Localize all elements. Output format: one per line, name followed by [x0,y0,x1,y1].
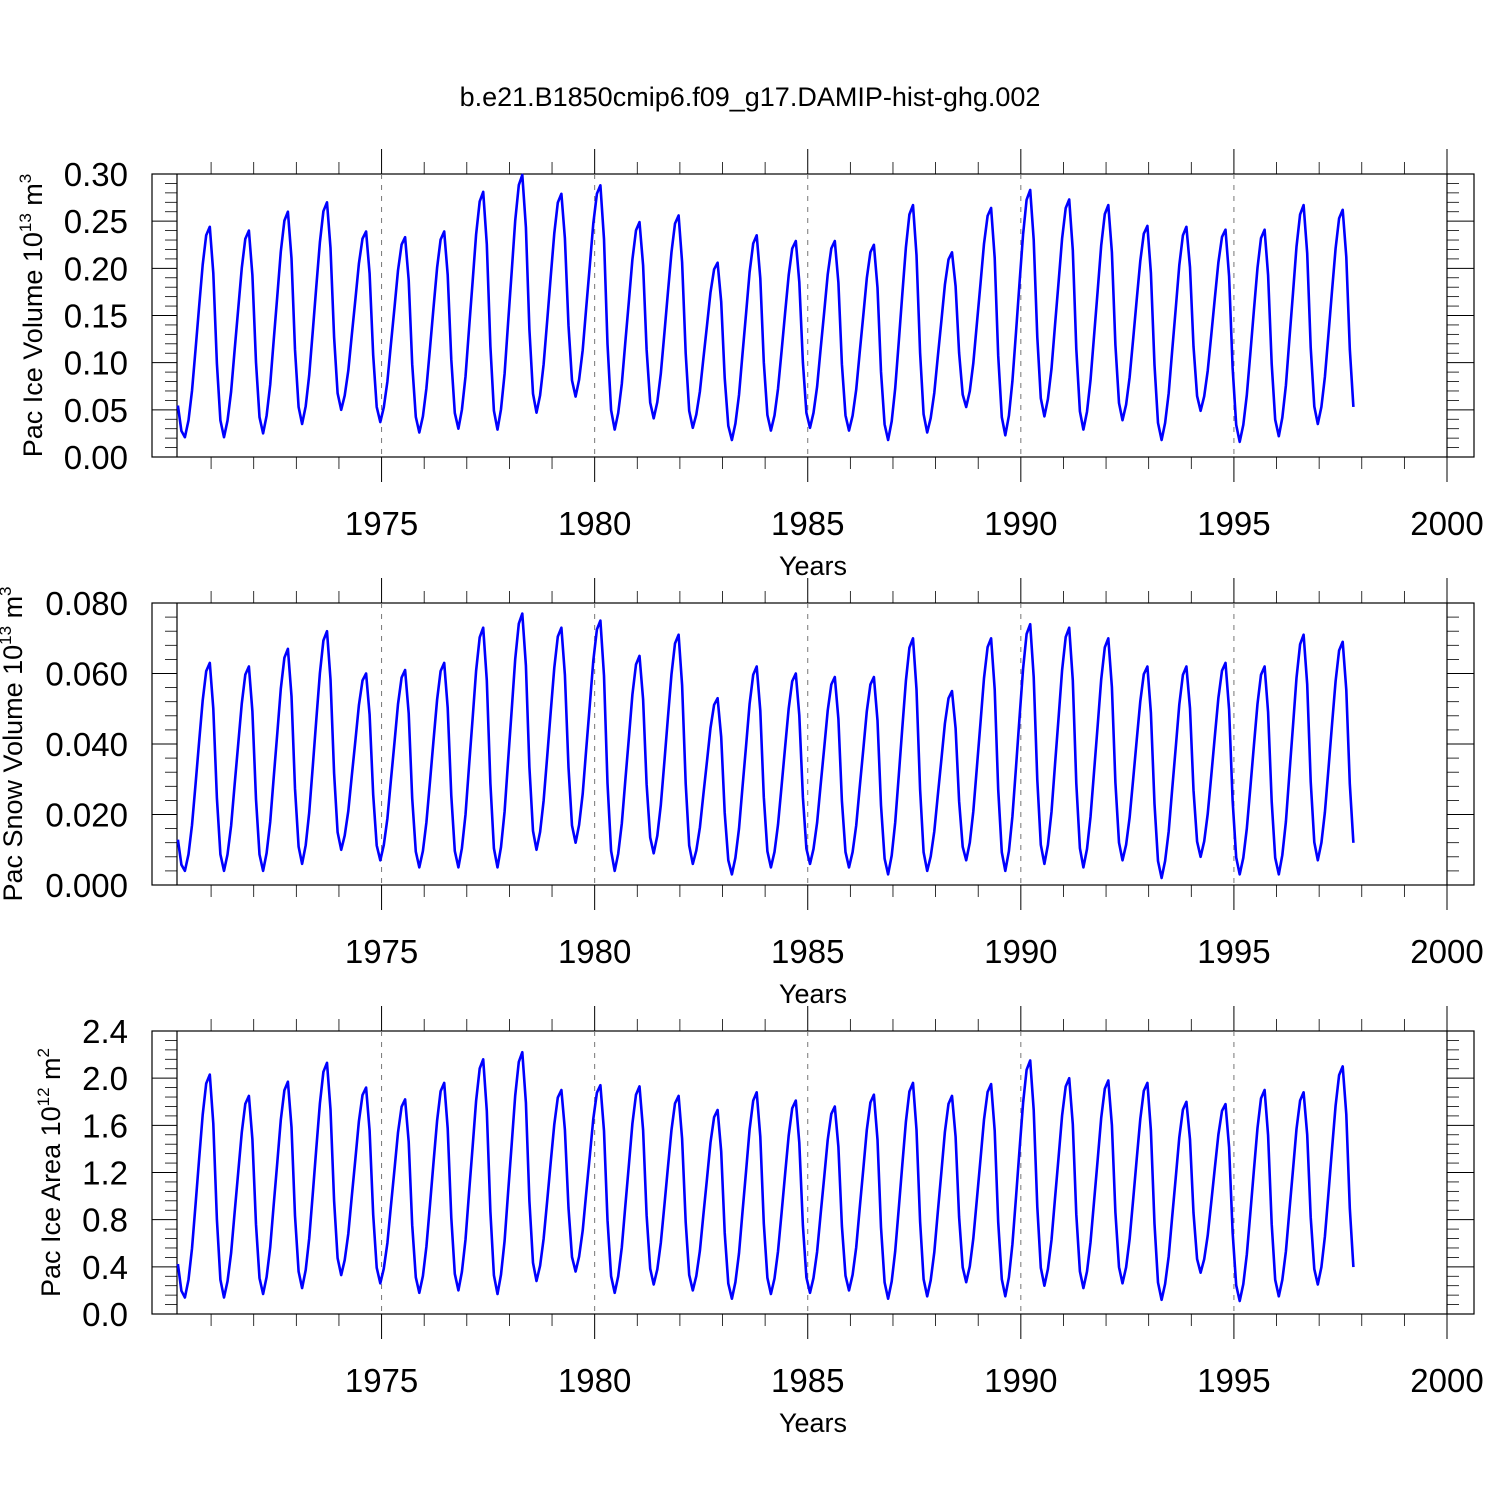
x-tick-label: 2000 [1410,505,1483,542]
y-tick-label: 1.6 [82,1107,128,1144]
series-line [176,612,1355,880]
x-tick-label: 1990 [984,1362,1057,1399]
y-tick-label: 0.0 [82,1296,128,1333]
panel-ice-area: 0.0 0.4 0.8 1.2 1.6 2.0 2.4 1975 1980 1985 1990 199… [34,1006,1484,1438]
y-tick-label: 0.020 [45,797,128,834]
x-tick-label: 1990 [984,505,1057,542]
x-tick-label: 1980 [558,933,631,970]
y-tick-label: 0.4 [82,1249,128,1286]
series-line [176,173,1355,444]
y-tick-label: 2.0 [82,1060,128,1097]
panel-snow-volume: 0.000 0.020 0.040 0.060 0.080 1975 1980 1985 199… [0,578,1484,1009]
y-axis-title: Pac Snow Volume 1013 m3 [0,586,28,901]
y-axis-title: Pac Ice Area 1012 m2 [34,1048,66,1297]
x-tick-label: 1995 [1197,1362,1270,1399]
x-tick-label: 1995 [1197,505,1270,542]
y-tick-label: 0.10 [64,345,128,382]
x-tick-label: 1980 [558,505,631,542]
x-tick-label: 1975 [345,505,418,542]
x-axis-title: Years [779,551,847,581]
x-tick-label: 1985 [771,505,844,542]
x-axis-title: Years [779,979,847,1009]
x-tick-label: 1980 [558,1362,631,1399]
x-tick-label: 2000 [1410,933,1483,970]
x-tick-label: 1985 [771,1362,844,1399]
y-tick-label: 0.20 [64,250,128,287]
y-tick-label: 2.4 [82,1013,128,1050]
x-tick-label: 1995 [1197,933,1270,970]
x-axis-title: Years [779,1408,847,1438]
x-tick-label: 2000 [1410,1362,1483,1399]
chart-title: b.e21.B1850cmip6.f09_g17.DAMIP-hist-ghg.… [459,82,1041,112]
panel-ice-volume: 0.00 0.05 0.10 0.15 0.20 0.25 0.30 1975 1980 1985… [16,149,1484,581]
y-tick-label: 0.040 [45,726,128,763]
y-tick-label: 0.25 [64,203,128,240]
y-tick-label: 0.15 [64,298,128,335]
x-tick-label: 1975 [345,933,418,970]
y-tick-label: 0.060 [45,656,128,693]
y-tick-label: 0.080 [45,585,128,622]
x-tick-label: 1975 [345,1362,418,1399]
x-tick-label: 1990 [984,933,1057,970]
y-tick-label: 0.30 [64,156,128,193]
x-tick-label: 1985 [771,933,844,970]
y-tick-label: 1.2 [82,1155,128,1192]
plot-frame [151,602,1475,886]
y-axis-title: Pac Ice Volume 1013 m3 [16,174,48,458]
series-line [176,1050,1355,1303]
y-tick-label: 0.000 [45,867,128,904]
y-tick-label: 0.05 [64,392,128,429]
y-tick-label: 0.8 [82,1202,128,1239]
y-tick-label: 0.00 [64,439,128,476]
